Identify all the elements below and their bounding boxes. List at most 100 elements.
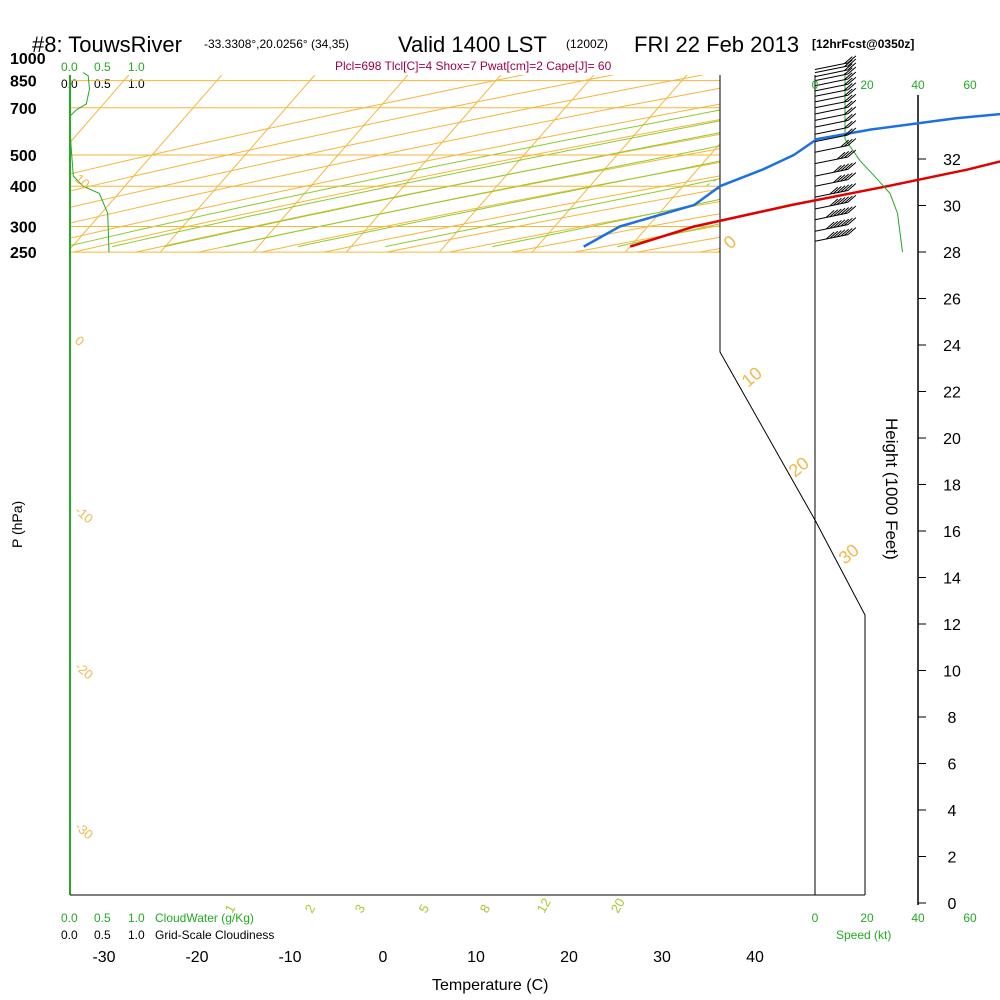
plot-right-boundary [719, 75, 866, 895]
wind-barb-flag [825, 231, 835, 240]
wind-barb-flag [829, 198, 839, 207]
zulu-time: (1200Z) [566, 37, 608, 51]
wind-barb-flag [843, 63, 853, 71]
wind-barb-flag [829, 220, 839, 229]
wind-barb-staff [814, 89, 848, 97]
wind-barb-flag [843, 162, 853, 171]
pressure-tick-label: 250 [10, 245, 37, 262]
wind-barb-flag [847, 99, 857, 108]
wind-barb-flag [829, 209, 839, 218]
station-location: -33.3308°,20.0256° (34,35) [204, 37, 349, 51]
stability-stats: Plcl=698 Tlcl[C]=4 Shox=7 Pwat[cm]=2 Cap… [335, 59, 612, 73]
speed-label: Speed (kt) [836, 928, 891, 942]
valid-time: Valid 1400 LST [398, 32, 547, 57]
wind-barb-flag [843, 107, 853, 115]
dry-adiabat-label: 10 [72, 171, 93, 192]
dry-adiabat-line [70, 75, 526, 175]
cloud-scale-bottom-black-1: 0.5 [94, 928, 111, 942]
temperature-tick-label: -30 [92, 949, 115, 966]
height-tick-label: 10 [943, 664, 961, 681]
plot-axes [69, 75, 919, 905]
height-tick-label: 20 [943, 431, 961, 448]
wind-barb-flag [847, 71, 857, 80]
wind-barb-flag [843, 228, 853, 236]
wind-barb-flag [825, 221, 835, 230]
wind-barb-flag [843, 83, 853, 91]
wind-barb-staff [814, 201, 848, 210]
wind-barb-flag [840, 173, 850, 182]
height-axis-title: Height (1000 Feet) [882, 418, 901, 560]
wind-barb-flag [843, 120, 853, 129]
cloud-scale-bottom: 0.0 0.5 1.0 CloudWater (g/Kg) 0.0 0.5 1.… [61, 911, 891, 942]
pressure-tick-label: 700 [10, 101, 37, 118]
wind-barb-flag [847, 106, 857, 115]
wind-barb-flag [836, 207, 846, 216]
cloud-scale-top-green-2: 1.0 [128, 60, 145, 74]
pressure-tick-label: 300 [10, 220, 37, 237]
wind-barb-flag [833, 197, 842, 206]
mixing-ratio-label: 20 [608, 895, 628, 915]
wind-barb-flag [847, 113, 857, 121]
temperature-tick-label: -10 [278, 949, 301, 966]
wind-barb-staff [814, 145, 848, 153]
wind-barb-flag [843, 113, 853, 122]
mixing-ratio-label: 3 [352, 902, 369, 916]
dry-adiabat-line [73, 118, 720, 253]
moist-adiabat-line [297, 160, 720, 248]
speed-tick-top-label: 40 [911, 78, 925, 92]
wind-barb-flag [833, 220, 842, 228]
wind-barb-flag [843, 88, 853, 97]
wind-barb-staff [814, 100, 848, 109]
wind-barb-staff [814, 106, 848, 115]
temperature-tick-label: 40 [746, 949, 764, 966]
isotherm-label: 20 [785, 453, 813, 481]
wind-barb-flag [843, 100, 853, 109]
wind-barb-flag [840, 207, 850, 215]
station-name: #8: TouwsRiver [32, 32, 182, 57]
y-axis-title: P (hPa) [9, 501, 25, 548]
wind-barb-flag [847, 76, 857, 85]
height-tick-label: 6 [948, 757, 957, 774]
wind-barb-staff [814, 127, 848, 135]
wind-barb-flag [836, 219, 846, 228]
wind-barb-staff [814, 190, 848, 198]
isotherm-label: 0 [720, 231, 741, 253]
dry-adiabat-label: 0 [72, 333, 87, 349]
isotherm-label: 30 [835, 540, 863, 568]
forecast-info: [12hrFcst@0350z] [812, 37, 914, 51]
wind-barb-flag [847, 58, 857, 67]
speed-tick-top-label: 0 [812, 78, 819, 92]
wind-barb-staff [814, 224, 848, 232]
wind-barb-flag [843, 217, 853, 226]
wind-barb-flag [843, 138, 853, 147]
wind-barb-flag [843, 67, 853, 76]
isotherm-line [70, 75, 130, 144]
height-tick-label: 32 [943, 152, 961, 169]
wind-barb-flag [847, 149, 857, 158]
wind-barb-flag [829, 230, 839, 239]
wind-barb-staff [814, 212, 848, 221]
cloud-scale-top: 0.0 0.5 1.0 0.0 0.5 1.0 [61, 60, 145, 91]
tropopause-boundary-line [719, 75, 866, 895]
wind-barb-flag [843, 150, 853, 159]
wind-barbs [814, 55, 857, 242]
cloudiness-label: Grid-Scale Cloudiness [155, 928, 274, 942]
moist-adiabat-lines [70, 109, 720, 248]
wind-barb-flag [843, 128, 853, 137]
mixing-ratio-line [705, 176, 720, 187]
wind-barb-staff [814, 120, 848, 128]
wind-barb-flag [836, 229, 846, 238]
pressure-tick-label: 850 [10, 74, 37, 91]
wind-barb-flag [847, 183, 857, 191]
moist-adiabat-line [225, 145, 720, 248]
wind-barb-staff [814, 65, 848, 74]
wind-barb-flag [840, 228, 850, 237]
dry-adiabat-line [386, 188, 720, 253]
height-tick-label: 8 [948, 710, 957, 727]
cloud-scale-bottom-green-0: 0.0 [61, 911, 78, 925]
moist-adiabat-line [70, 109, 720, 247]
wind-barb-flag [833, 165, 842, 173]
wind-barb-staff [814, 62, 848, 70]
mixing-ratio-line [990, 58, 1000, 186]
